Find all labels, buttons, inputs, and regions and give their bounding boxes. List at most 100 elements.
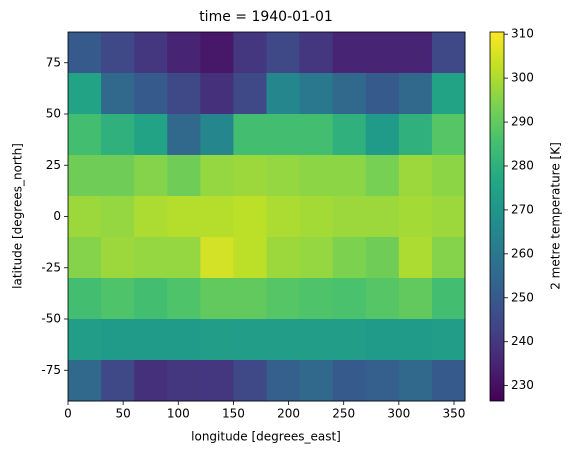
heatmap-cell: [200, 155, 234, 197]
heatmap-cell: [398, 237, 433, 279]
heatmap-cell: [332, 319, 367, 361]
heatmap-cell: [365, 319, 400, 361]
colorbar-frame: [489, 31, 505, 402]
heatmap-cell: [167, 32, 201, 74]
heatmap-cell: [134, 319, 168, 361]
y-tick-label: 0: [53, 209, 61, 223]
heatmap-cell: [68, 32, 102, 74]
heatmap-cell: [398, 32, 433, 74]
heatmap-cell: [233, 32, 267, 74]
heatmap-cell: [68, 155, 102, 197]
heatmap-cell: [299, 360, 334, 402]
heatmap-cell: [101, 114, 135, 156]
heatmap-cell: [266, 319, 301, 361]
y-tick-label: -50: [41, 312, 61, 326]
colorbar-tick-label: 290: [511, 115, 534, 129]
heatmap-cell: [332, 360, 367, 402]
y-axis-label: latitude [degrees_north]: [11, 143, 25, 289]
heatmap-cell: [299, 155, 334, 197]
heatmap-cell: [101, 319, 135, 361]
heatmap-cell: [200, 196, 234, 238]
heatmap-cell: [134, 73, 168, 115]
heatmap-cell: [266, 155, 301, 197]
heatmap-cell: [365, 32, 400, 74]
heatmap-cell: [167, 278, 201, 320]
heatmap-cell: [431, 360, 466, 402]
heatmap-cell: [233, 114, 267, 156]
colorbar-tick-label: 300: [511, 71, 534, 85]
colorbar-tick-label: 240: [511, 334, 534, 348]
colorbar: [490, 32, 504, 401]
x-tick-label: 0: [64, 407, 72, 421]
heatmap-cell: [101, 360, 135, 402]
heatmap-cell: [431, 319, 466, 361]
heatmap-cell: [266, 237, 301, 279]
chart-title: time = 1940-01-01: [199, 9, 333, 25]
heatmap-cell: [398, 114, 433, 156]
x-tick-label: 250: [332, 407, 355, 421]
heatmap-cell: [101, 278, 135, 320]
heatmap-cell: [68, 360, 102, 402]
heatmap-cell: [332, 278, 367, 320]
heatmap-cell: [233, 196, 267, 238]
heatmap-cell: [431, 114, 466, 156]
heatmap-cell: [68, 237, 102, 279]
heatmap-cell: [167, 196, 201, 238]
heatmap-cell: [167, 155, 201, 197]
heatmap-cell: [101, 73, 135, 115]
heatmap-cell: [200, 237, 234, 279]
heatmap-cell: [68, 196, 102, 238]
heatmap-cell: [299, 237, 334, 279]
colorbar-tick-label: 280: [511, 158, 534, 172]
colorbar-tick-label: 250: [511, 290, 534, 304]
heatmap-cell: [299, 319, 334, 361]
heatmap-cell: [200, 114, 234, 156]
colorbar-tick-label: 230: [511, 378, 534, 392]
heatmap-cell: [398, 360, 433, 402]
colorbar-tick-label: 270: [511, 202, 534, 216]
heatmap-cell: [398, 278, 433, 320]
heatmap-cell: [167, 73, 201, 115]
heatmap-cell: [68, 319, 102, 361]
heatmap-cell: [332, 73, 367, 115]
colorbar-tick-label: 260: [511, 246, 534, 260]
x-tick-label: 100: [167, 407, 190, 421]
heatmap-cell: [398, 73, 433, 115]
y-tick-label: 25: [46, 158, 61, 172]
heatmap-cell: [134, 114, 168, 156]
x-tick-label: 200: [277, 407, 300, 421]
heatmap-cell: [332, 237, 367, 279]
heatmap-cell: [200, 360, 234, 402]
x-tick-label: 50: [115, 407, 130, 421]
heatmap-cell: [365, 155, 400, 197]
heatmap-cell: [200, 319, 234, 361]
heatmap-cell: [398, 196, 433, 238]
heatmap-cell: [431, 237, 466, 279]
heatmap-cell: [167, 360, 201, 402]
heatmap-cell: [134, 155, 168, 197]
heatmap-cell: [299, 196, 334, 238]
heatmap: [68, 32, 466, 402]
heatmap-cell: [299, 114, 334, 156]
heatmap-cell: [134, 196, 168, 238]
heatmap-cell: [101, 32, 135, 74]
heatmap-cell: [134, 278, 168, 320]
heatmap-cell: [266, 278, 301, 320]
colorbar-tick-label: 310: [511, 27, 534, 41]
heatmap-cell: [233, 237, 267, 279]
heatmap-cell: [233, 278, 267, 320]
x-tick-label: 150: [222, 407, 245, 421]
heatmap-cell: [266, 360, 301, 402]
heatmap-cell: [200, 278, 234, 320]
heatmap-cell: [431, 32, 466, 74]
y-tick-label: 75: [46, 55, 61, 69]
heatmap-cell: [68, 114, 102, 156]
heatmap-cell: [233, 155, 267, 197]
y-tick-label: -25: [41, 260, 61, 274]
heatmap-cell: [431, 278, 466, 320]
heatmap-cell: [365, 73, 400, 115]
heatmap-cell: [431, 196, 466, 238]
heatmap-cell: [266, 114, 301, 156]
heatmap-cell: [200, 73, 234, 115]
